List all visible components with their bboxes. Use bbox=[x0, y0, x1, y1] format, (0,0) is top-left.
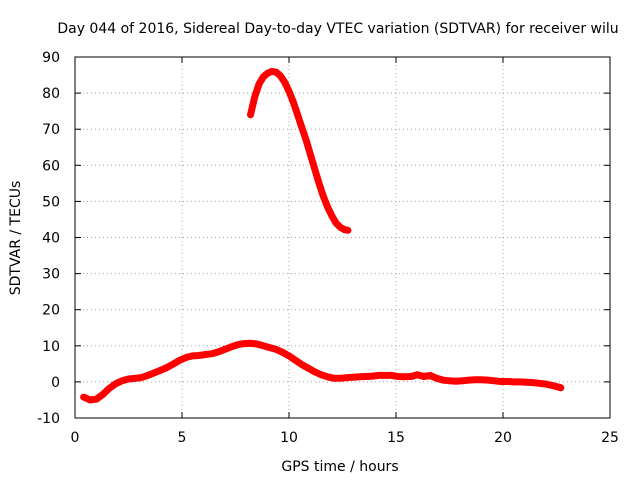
x-axis-label: GPS time / hours bbox=[281, 459, 398, 475]
x-tick-label: 20 bbox=[494, 430, 512, 446]
chart-title: Day 044 of 2016, Sidereal Day-to-day VTE… bbox=[57, 21, 618, 37]
y-tick-label: 20 bbox=[42, 303, 60, 319]
x-tick-label: 5 bbox=[178, 430, 187, 446]
y-tick-label: 10 bbox=[42, 339, 60, 355]
series-line bbox=[80, 339, 565, 404]
axes: 0 5 10 15 20 25 -10 0 10 20 30 40 50 60 70 80 90 bbox=[37, 50, 619, 446]
y-tick-label: 40 bbox=[42, 231, 60, 247]
y-tick-label: 30 bbox=[42, 267, 60, 283]
series-line bbox=[247, 67, 352, 234]
y-tick-label: 60 bbox=[42, 158, 60, 174]
x-tick-label: 10 bbox=[280, 430, 298, 446]
grid bbox=[75, 57, 610, 418]
y-tick-label: 70 bbox=[42, 122, 60, 138]
y-tick-label: 50 bbox=[42, 194, 60, 210]
y-tick-label: -10 bbox=[37, 411, 60, 427]
x-tick-label: 15 bbox=[387, 430, 405, 446]
y-tick-label: 0 bbox=[51, 375, 60, 391]
series-layer bbox=[80, 67, 565, 404]
y-tick-label: 90 bbox=[42, 50, 60, 66]
y-axis-label: SDTVAR / TECUs bbox=[8, 181, 24, 296]
y-tick-label: 80 bbox=[42, 86, 60, 102]
x-tick-label: 25 bbox=[601, 430, 619, 446]
x-tick-label: 0 bbox=[71, 430, 80, 446]
